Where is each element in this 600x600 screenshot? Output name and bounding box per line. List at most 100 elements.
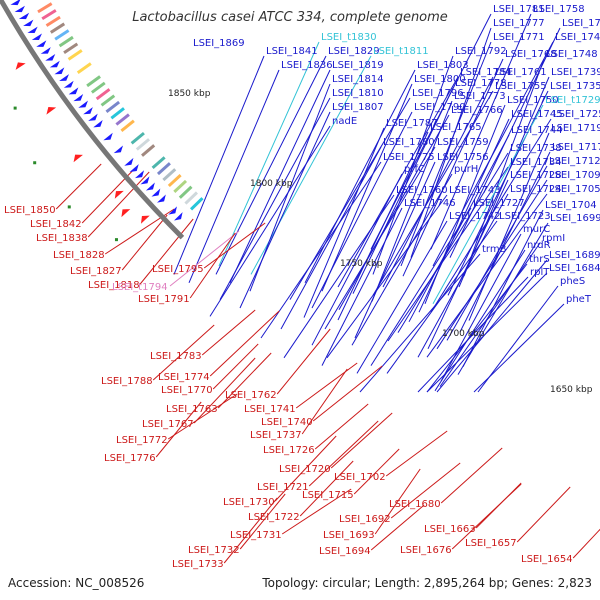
forward-gene-arrow (59, 74, 69, 81)
forward-gene-arrow (103, 132, 113, 141)
tick-label: 1700 kbp (442, 329, 485, 339)
reverse-gene-label: LSEI_1772 (116, 435, 168, 446)
leader-line (330, 412, 393, 469)
tick-labels: 1850 kbp 1800 kbp 1750 kbp 1700 kbp 1650 kbp (168, 89, 593, 395)
leader-line (274, 435, 337, 502)
reverse-gene-label: LSEI_1702 (334, 472, 386, 483)
leader-line (281, 488, 352, 535)
forward-gene-label: LSEI_1748 (546, 49, 598, 60)
leader-line (462, 209, 544, 368)
forward-gene-arrow (63, 80, 74, 88)
reverse-gene-label: LSEI_1726 (263, 445, 315, 456)
reverse-gene-label: LSEI_1741 (244, 404, 296, 415)
forward-gene-label: LSEI_1719 (551, 123, 600, 134)
forward-gene-label: LSEI_1841 (266, 46, 318, 57)
forward-gene-label: LSEI_1760 (396, 185, 448, 196)
forward-gene-arrow (124, 157, 134, 166)
leader-line (440, 447, 503, 504)
forward-gene-label: LSEI_1766 (451, 105, 503, 116)
reverse-gene-label: LSEI_1740 (261, 417, 313, 428)
leader-line (321, 207, 403, 366)
forward-gene-arrow (83, 107, 93, 115)
forward-gene-label: LSEI_1777 (493, 18, 545, 29)
tick-label: 1850 kbp (168, 89, 211, 99)
leader-line (359, 253, 481, 393)
forward-gene-label: LSEI_1746 (404, 198, 456, 209)
leader-line (426, 272, 548, 393)
forward-gene-label: LSEI_1684 (549, 263, 600, 274)
tick-label: 1800 kbp (250, 179, 293, 189)
label-leader-lines (55, 13, 600, 564)
forward-gene-label: LSEI_1744 (511, 125, 563, 136)
gene-function-band (110, 107, 125, 120)
reverse-gene-label: LSEI_1828 (53, 250, 105, 261)
gene-function-band (45, 15, 61, 27)
gene-marker (13, 106, 17, 110)
forward-gene-label: LSEI_1773 (454, 91, 506, 102)
leader-line (446, 165, 548, 341)
leader-line (417, 276, 529, 393)
forward-gene-label: LSEI_1814 (332, 74, 384, 85)
gene-function-band (95, 88, 111, 101)
leader-line (338, 114, 450, 311)
gene-function-band (130, 131, 145, 145)
reverse-gene-label: LSEI_1788 (101, 376, 153, 387)
leader-line (217, 352, 272, 409)
leader-line (209, 310, 280, 377)
reverse-gene-label: LSEI_1730 (223, 497, 275, 508)
leader-line (370, 13, 492, 250)
leader-line (324, 146, 436, 330)
tick-label: 1750 kbp (340, 259, 383, 269)
leader-line (173, 55, 265, 275)
reverse-gene-label: LSEI_1692 (339, 514, 391, 525)
reverse-gene-arrow (140, 215, 150, 224)
leader-line (477, 285, 559, 393)
reverse-gene-label: LSEI_1827 (70, 266, 122, 277)
forward-gene-label: pheT (566, 294, 592, 305)
reverse-gene-label: LSEI_1842 (30, 219, 82, 230)
leader-line (326, 194, 448, 359)
forward-gene-arrow (168, 206, 177, 215)
leader-line (212, 343, 259, 390)
forward-gene-label: LSEI_1745 (511, 109, 563, 120)
forward-gene-arrow (18, 12, 30, 20)
reverse-gene-label: LSEI_1694 (319, 546, 371, 557)
reverse-gene-label: LSEI_1763 (166, 404, 218, 415)
leader-line (390, 462, 461, 519)
forward-gene-label: pheS (560, 276, 585, 287)
leader-line (201, 309, 256, 356)
reverse-gene-label: LSEI_1774 (158, 372, 210, 383)
tick-label: 1650 kbp (550, 385, 593, 395)
forward-gene-label: LSEI_1717 (552, 142, 600, 153)
leader-line (299, 460, 354, 517)
forward-gene-label: LSEI_1761 (495, 67, 547, 78)
forward-gene-label: LSEI_1734 (510, 157, 562, 168)
reverse-gene-label: LSEI_1722 (248, 512, 300, 523)
leader-line (408, 134, 510, 323)
forward-gene-label: LSEI_1792 (455, 46, 507, 57)
forward-gene-label: LSEI_t1830 (321, 32, 377, 43)
reverse-gene-label: LSEI_1715 (302, 490, 354, 501)
leader-line (475, 482, 522, 529)
reverse-gene-label: LSEI_1770 (161, 385, 213, 396)
forward-gene-label: LSEI_1735 (550, 81, 600, 92)
forward-gene-label: LSEI_1771 (493, 32, 545, 43)
leader-line (260, 161, 382, 339)
forward-gene-label: LSEI_1803 (417, 60, 469, 71)
leader-line (400, 41, 492, 267)
gene-function-band (120, 119, 135, 132)
forward-gene-label: trmB (482, 244, 507, 255)
forward-gene-label: LSEI_t1729 (545, 95, 600, 106)
gene-function-band (100, 94, 116, 107)
leader-line (426, 193, 548, 358)
leader-line (312, 365, 383, 422)
leader-line (219, 97, 331, 300)
leader-line (301, 368, 348, 435)
forward-gene-arrow (10, 0, 21, 6)
leader-line (308, 420, 379, 487)
leader-line (167, 393, 238, 440)
reverse-gene-label: LSEI_1795 (152, 264, 204, 275)
forward-gene-arrow (14, 5, 25, 13)
gene-function-band (67, 49, 83, 61)
forward-gene-label: LSEI_1704 (545, 200, 597, 211)
